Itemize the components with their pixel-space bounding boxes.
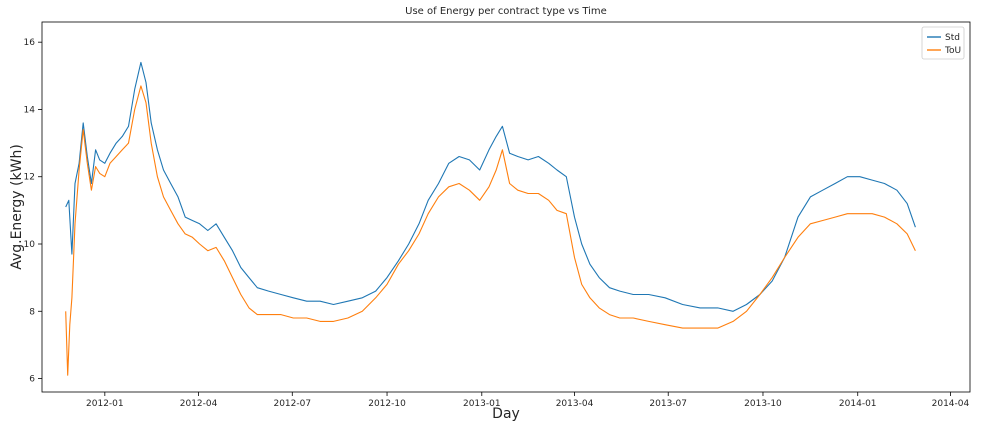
series-line-std (65, 61, 916, 312)
x-tick-label: 2013-04 (556, 399, 594, 409)
y-tick-label: 16 (24, 38, 36, 48)
plot-area (41, 21, 971, 393)
x-axis-title: Day (492, 406, 520, 422)
legend-label: Std (945, 33, 960, 43)
y-tick-label: 10 (24, 240, 36, 250)
y-tick-label: 8 (29, 307, 35, 317)
series-line-tou (65, 85, 916, 376)
legend-label: ToU (944, 46, 961, 56)
y-tick-label: 14 (24, 105, 36, 115)
legend: Std ToU (921, 26, 965, 60)
x-tick-label: 2012-04 (180, 399, 218, 409)
y-tick-label: 12 (24, 173, 35, 183)
x-tick-label: 2012-10 (368, 399, 406, 409)
legend-box (921, 26, 965, 60)
x-tick-label: 2013-10 (744, 399, 782, 409)
x-tick-label: 2013-01 (463, 399, 501, 409)
x-axis: 2012-01 2012-04 2012-07 2012-10 2013-01 2013-… (86, 392, 970, 409)
x-tick-label: 2014-01 (839, 399, 877, 409)
series-lines (65, 61, 916, 376)
y-axis-title: Avg.Energy (kWh) (9, 144, 25, 270)
x-tick-label: 2012-07 (273, 399, 311, 409)
x-tick-label: 2014-04 (932, 399, 970, 409)
y-tick-label: 6 (29, 375, 35, 385)
chart-title: Use of Energy per contract type vs Time (405, 6, 607, 17)
x-tick-label: 2013-07 (649, 399, 687, 409)
y-axis: 6 8 10 12 14 16 (24, 38, 42, 385)
x-tick-label: 2012-01 (86, 399, 124, 409)
